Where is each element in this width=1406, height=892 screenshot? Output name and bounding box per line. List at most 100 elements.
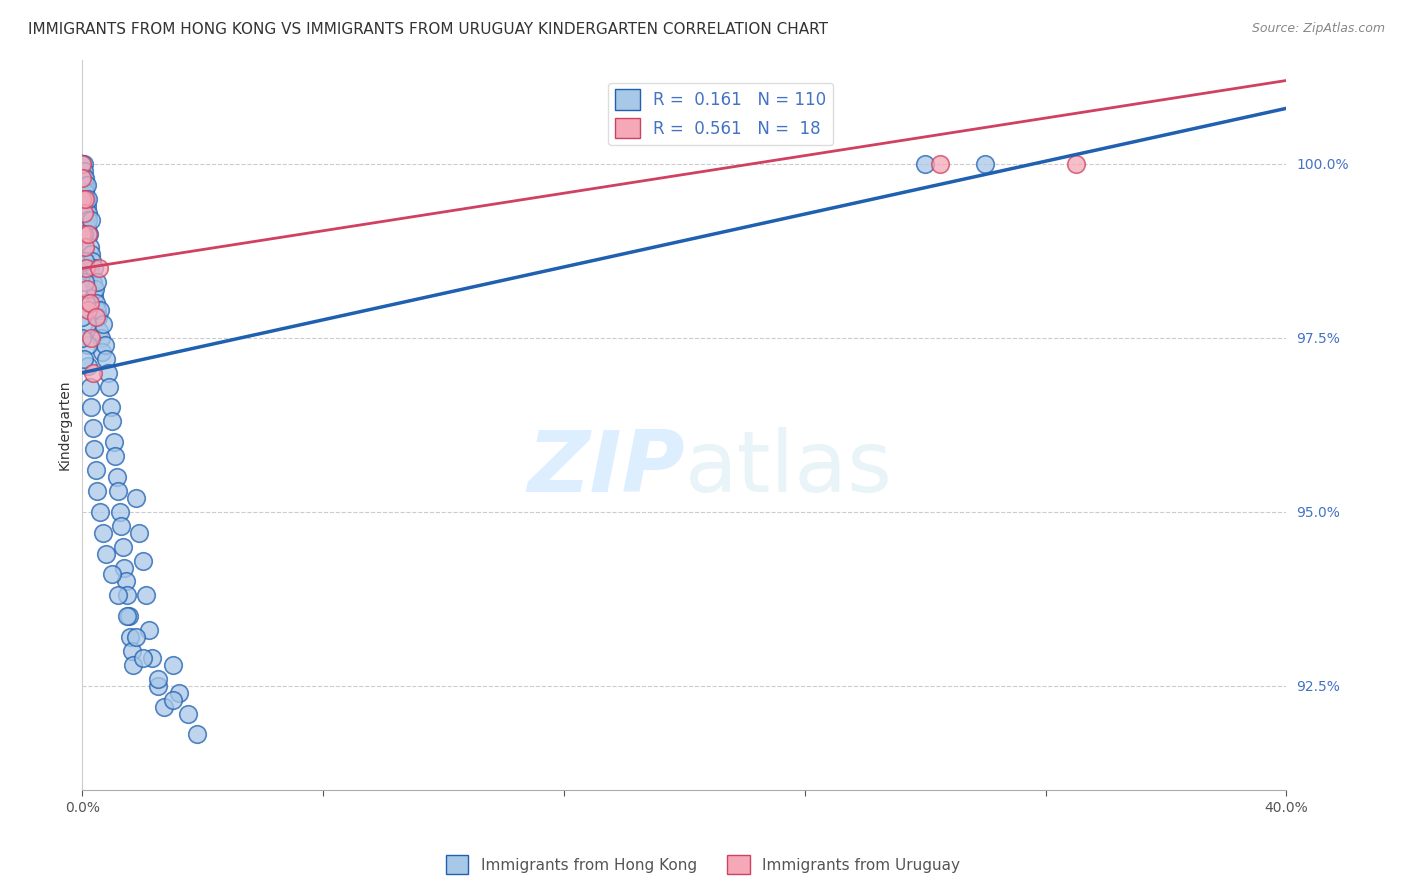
- Point: [83, 442, 105, 457]
- Point: [72, 205, 94, 219]
- Point: [77, 192, 100, 206]
- Point: [121, 644, 143, 658]
- Point: [79, 240, 101, 254]
- Point: [75, 192, 97, 206]
- Point: [72, 157, 94, 171]
- Point: [146, 679, 169, 693]
- Point: [72, 178, 94, 192]
- Point: [1064, 157, 1087, 171]
- Point: [82, 275, 104, 289]
- Point: [73, 205, 96, 219]
- Point: [120, 630, 142, 644]
- Point: [77, 359, 100, 373]
- Point: [84, 282, 107, 296]
- Text: ZIP: ZIP: [527, 427, 685, 510]
- Point: [75, 275, 97, 289]
- Y-axis label: Kindergarten: Kindergarten: [58, 380, 72, 470]
- Point: [76, 303, 98, 318]
- Point: [83, 261, 105, 276]
- Point: [114, 560, 136, 574]
- Point: [72, 227, 94, 241]
- Point: [93, 525, 115, 540]
- Point: [82, 366, 104, 380]
- Point: [73, 178, 96, 192]
- Point: [72, 170, 94, 185]
- Point: [128, 525, 150, 540]
- Point: [141, 651, 163, 665]
- Point: [72, 192, 94, 206]
- Point: [80, 401, 103, 415]
- Point: [75, 192, 97, 206]
- Point: [76, 282, 98, 296]
- Point: [73, 254, 96, 268]
- Point: [72, 192, 94, 206]
- Point: [73, 351, 96, 366]
- Point: [76, 219, 98, 234]
- Point: [93, 317, 115, 331]
- Point: [72, 199, 94, 213]
- Point: [73, 240, 96, 254]
- Point: [73, 157, 96, 171]
- Legend: R =  0.161   N = 110, R =  0.561   N =  18: R = 0.161 N = 110, R = 0.561 N = 18: [609, 83, 834, 145]
- Point: [82, 421, 104, 435]
- Point: [75, 170, 97, 185]
- Point: [162, 692, 184, 706]
- Legend: Immigrants from Hong Kong, Immigrants from Uruguay: Immigrants from Hong Kong, Immigrants fr…: [440, 849, 966, 880]
- Point: [152, 699, 174, 714]
- Point: [86, 303, 108, 318]
- Point: [115, 574, 138, 589]
- Point: [94, 338, 117, 352]
- Point: [72, 170, 94, 185]
- Point: [76, 317, 98, 331]
- Text: Source: ZipAtlas.com: Source: ZipAtlas.com: [1251, 22, 1385, 36]
- Point: [176, 706, 198, 721]
- Point: [101, 567, 124, 582]
- Point: [87, 324, 110, 338]
- Point: [80, 247, 103, 261]
- Point: [117, 588, 139, 602]
- Point: [138, 623, 160, 637]
- Point: [914, 157, 936, 171]
- Point: [80, 268, 103, 283]
- Point: [108, 505, 131, 519]
- Point: [77, 212, 100, 227]
- Point: [186, 727, 208, 741]
- Point: [104, 449, 127, 463]
- Point: [101, 414, 124, 428]
- Point: [73, 192, 96, 206]
- Point: [89, 505, 111, 519]
- Point: [110, 518, 132, 533]
- Point: [89, 303, 111, 318]
- Point: [146, 672, 169, 686]
- Point: [87, 310, 110, 324]
- Point: [72, 310, 94, 324]
- Point: [72, 227, 94, 241]
- Point: [86, 275, 108, 289]
- Point: [72, 331, 94, 345]
- Point: [86, 483, 108, 498]
- Point: [84, 463, 107, 477]
- Point: [96, 351, 118, 366]
- Point: [134, 588, 156, 602]
- Point: [72, 157, 94, 171]
- Point: [84, 310, 107, 324]
- Point: [97, 366, 120, 380]
- Point: [103, 435, 125, 450]
- Point: [131, 553, 153, 567]
- Point: [100, 401, 122, 415]
- Point: [118, 609, 141, 624]
- Point: [131, 651, 153, 665]
- Point: [79, 261, 101, 276]
- Point: [974, 157, 997, 171]
- Point: [107, 588, 129, 602]
- Point: [162, 657, 184, 672]
- Point: [73, 170, 96, 185]
- Point: [75, 212, 97, 227]
- Point: [76, 205, 98, 219]
- Point: [80, 331, 103, 345]
- Point: [72, 157, 94, 171]
- Point: [90, 344, 112, 359]
- Point: [125, 630, 148, 644]
- Point: [111, 540, 134, 554]
- Point: [122, 657, 145, 672]
